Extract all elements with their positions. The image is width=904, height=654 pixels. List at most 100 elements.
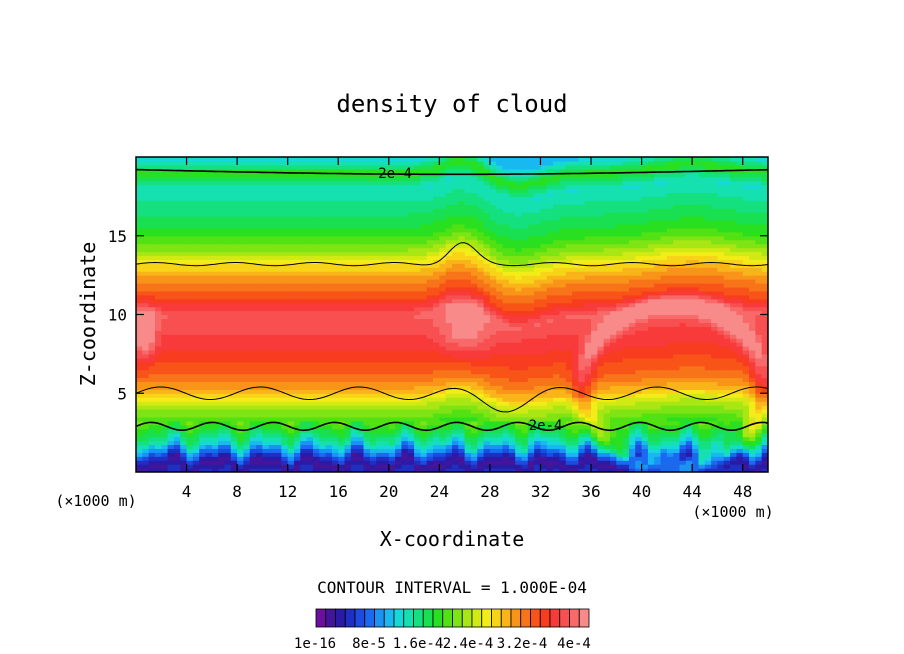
- field-cell: [496, 298, 504, 304]
- field-cell: [369, 381, 377, 386]
- field-cell: [496, 279, 504, 284]
- field-cell: [154, 428, 162, 434]
- field-cell: [262, 334, 270, 339]
- field-cell: [439, 310, 447, 316]
- field-cell: [464, 377, 472, 383]
- field-cell: [161, 389, 169, 394]
- field-cell: [186, 157, 194, 162]
- field-cell: [515, 369, 523, 375]
- field-cell: [458, 208, 466, 213]
- field-cell: [256, 369, 263, 375]
- field-cell: [344, 342, 352, 347]
- field-cell: [401, 271, 409, 276]
- field-cell: [205, 227, 213, 233]
- field-cell: [243, 444, 251, 449]
- field-cell: [186, 267, 194, 272]
- field-cell: [306, 365, 314, 371]
- field-cell: [224, 212, 232, 217]
- field-cell: [148, 416, 156, 422]
- field-cell: [325, 243, 333, 249]
- field-cell: [148, 259, 156, 264]
- field-cell: [445, 401, 453, 406]
- field-cell: [312, 440, 320, 446]
- field-cell: [420, 227, 428, 233]
- field-cell: [521, 342, 529, 347]
- field-cell: [458, 440, 466, 446]
- field-cell: [508, 184, 516, 190]
- field-cell: [325, 290, 333, 296]
- field-cell: [464, 160, 472, 166]
- field-cell: [357, 290, 365, 296]
- field-cell: [268, 444, 276, 449]
- field-cell: [262, 196, 270, 201]
- field-cell: [211, 385, 219, 390]
- field-cell: [388, 200, 396, 205]
- field-cell: [515, 275, 523, 280]
- field-cell: [331, 405, 339, 410]
- field-cell: [376, 168, 384, 174]
- field-cell: [458, 164, 466, 170]
- field-cell: [414, 243, 421, 249]
- field-cell: [357, 369, 365, 375]
- field-cell: [281, 326, 289, 331]
- field-cell: [300, 468, 308, 472]
- field-cell: [414, 275, 421, 280]
- field-cell: [357, 432, 365, 438]
- field-cell: [230, 212, 238, 217]
- field-cell: [319, 310, 327, 316]
- field-cell: [344, 290, 352, 296]
- field-cell: [230, 428, 238, 434]
- field-cell: [294, 310, 301, 316]
- field-cell: [142, 216, 150, 221]
- field-cell: [294, 279, 301, 284]
- field-cell: [376, 326, 384, 331]
- field-cell: [230, 306, 238, 312]
- field-cell: [230, 208, 238, 213]
- field-cell: [395, 279, 403, 284]
- field-cell: [439, 342, 447, 347]
- field-cell: [256, 377, 263, 383]
- field-cell: [224, 330, 232, 335]
- field-cell: [268, 401, 276, 406]
- field-cell: [388, 322, 396, 327]
- field-cell: [464, 353, 472, 359]
- field-cell: [420, 409, 428, 414]
- field-cell: [287, 220, 295, 225]
- field-cell: [281, 196, 289, 201]
- field-cell: [452, 330, 459, 335]
- field-cell: [312, 310, 320, 316]
- field-cell: [300, 353, 308, 359]
- field-cell: [300, 432, 308, 438]
- field-cell: [382, 172, 390, 178]
- field-cell: [199, 405, 207, 410]
- field-cell: [439, 160, 447, 166]
- field-cell: [192, 464, 200, 469]
- field-cell: [344, 239, 352, 245]
- field-cell: [439, 188, 447, 194]
- field-cell: [281, 334, 289, 339]
- field-cell: [452, 283, 459, 288]
- field-cell: [407, 440, 415, 446]
- field-cell: [483, 208, 491, 213]
- field-cell: [173, 349, 181, 355]
- field-cell: [281, 440, 289, 446]
- field-cell: [521, 227, 529, 233]
- field-cell: [470, 267, 478, 272]
- field-cell: [527, 440, 535, 446]
- field-cell: [521, 393, 529, 398]
- field-cell: [148, 432, 156, 438]
- field-cell: [281, 259, 289, 264]
- field-cell: [439, 432, 447, 438]
- field-cell: [186, 192, 194, 197]
- field-cell: [433, 188, 440, 194]
- field-cell: [407, 428, 415, 434]
- field-cell: [344, 330, 352, 335]
- field-cell: [433, 318, 440, 323]
- field-cell: [243, 310, 251, 316]
- field-cell: [527, 385, 535, 390]
- field-cell: [338, 405, 346, 410]
- field-cell: [281, 200, 289, 205]
- field-cell: [452, 200, 459, 205]
- field-cell: [243, 416, 251, 422]
- field-cell: [161, 326, 169, 331]
